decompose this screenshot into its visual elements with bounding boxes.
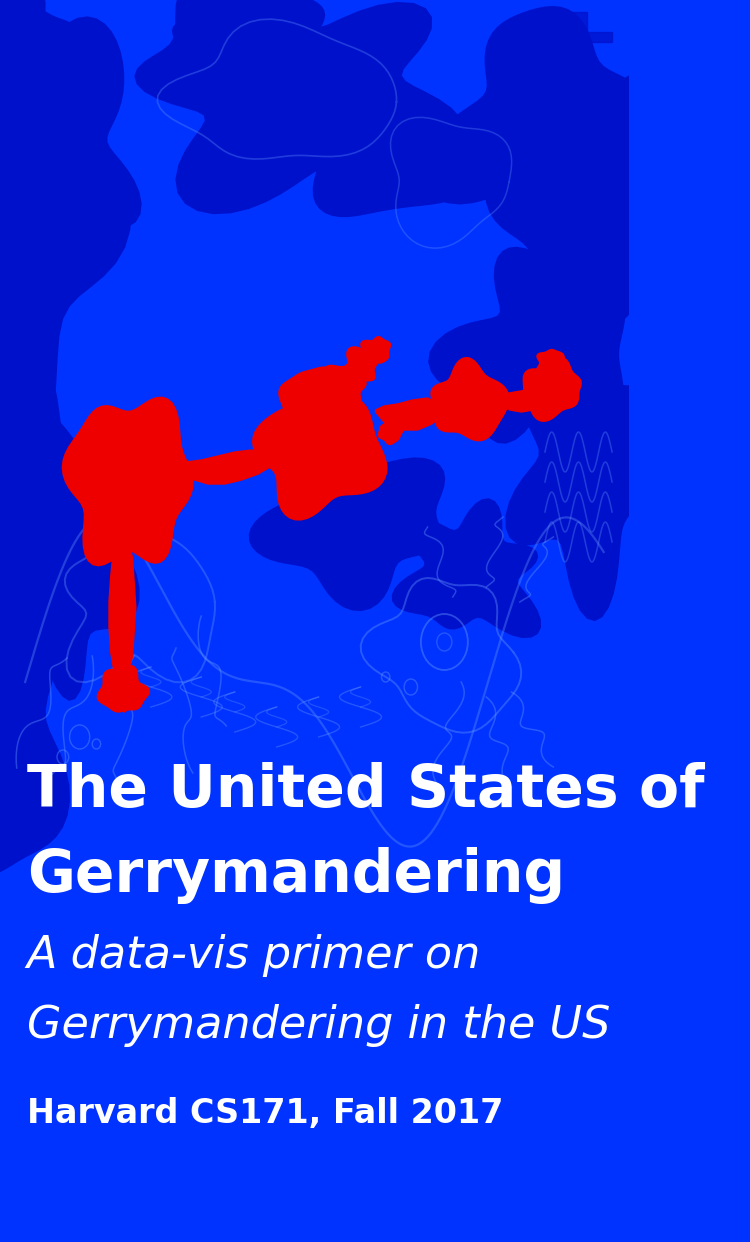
Polygon shape [172,0,340,99]
Polygon shape [0,169,106,677]
Polygon shape [377,419,406,445]
Text: Gerrymandering in the US: Gerrymandering in the US [27,1004,610,1047]
Polygon shape [183,450,270,484]
Polygon shape [109,691,136,712]
Polygon shape [506,339,655,621]
Polygon shape [485,72,700,323]
Polygon shape [523,356,582,422]
Polygon shape [360,335,392,364]
Polygon shape [278,366,344,426]
Polygon shape [342,347,378,389]
Polygon shape [252,395,388,520]
Polygon shape [0,0,131,502]
Polygon shape [0,530,70,922]
Polygon shape [428,246,626,443]
Polygon shape [0,315,140,700]
Polygon shape [62,396,194,566]
Polygon shape [392,498,541,638]
Text: Gerrymandering: Gerrymandering [27,847,565,904]
Text: The United States of: The United States of [27,763,704,818]
Polygon shape [376,397,442,430]
Polygon shape [430,356,510,441]
Polygon shape [574,135,698,330]
Polygon shape [554,12,612,62]
Polygon shape [109,542,136,684]
Polygon shape [554,193,612,242]
Polygon shape [0,16,142,261]
Polygon shape [0,4,103,120]
Polygon shape [134,0,464,214]
Polygon shape [249,438,446,611]
Polygon shape [499,390,541,412]
Polygon shape [422,6,647,235]
Polygon shape [97,664,150,713]
Polygon shape [71,469,100,494]
Polygon shape [0,0,86,145]
Polygon shape [283,47,472,217]
Polygon shape [536,349,566,378]
Text: A data-vis primer on: A data-vis primer on [27,934,482,977]
Polygon shape [554,72,612,122]
Text: Harvard CS171, Fall 2017: Harvard CS171, Fall 2017 [27,1097,503,1130]
Polygon shape [316,365,367,411]
Polygon shape [554,132,612,183]
